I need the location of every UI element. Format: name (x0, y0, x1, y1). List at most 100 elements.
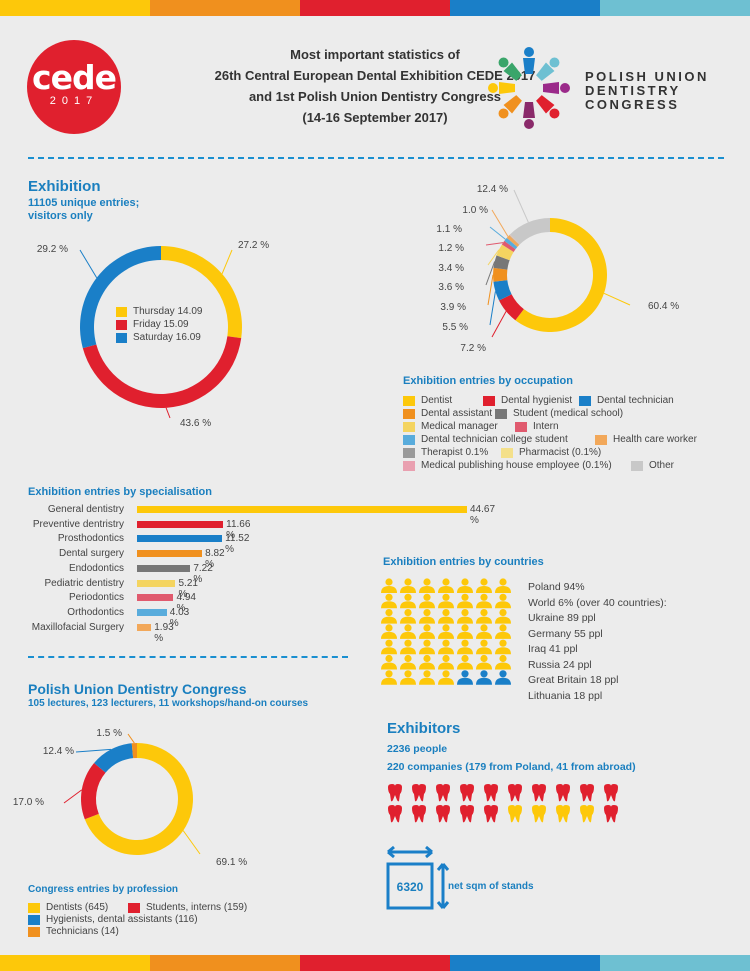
congress-legend-title: Congress entries by profession (28, 884, 179, 895)
person-icon (495, 593, 511, 609)
pudc-logo-icon (488, 47, 570, 129)
person-icon (495, 639, 511, 655)
pudc-text-line: DENTISTRY (585, 83, 681, 98)
visitors-by-day-donut: 27.2 % 43.6 % 29.2 % (37, 240, 269, 429)
person-icon (419, 593, 435, 609)
leader-line (489, 226, 506, 240)
logo-figure (498, 95, 522, 119)
tooth-icon (412, 805, 426, 823)
donut-slice (82, 336, 242, 409)
exhibition-title: Exhibition (28, 178, 101, 195)
person-icon (457, 639, 473, 655)
legend-label: Saturday 16.09 (133, 332, 201, 343)
bar (137, 594, 174, 602)
tooth-icon (388, 805, 402, 823)
legend-swatch (403, 421, 415, 432)
person-icon (476, 639, 492, 655)
bar-category-label: Prosthodontics (57, 533, 124, 545)
tooth-icon (508, 805, 522, 823)
tooth-icon (532, 805, 546, 823)
person-icon (419, 609, 435, 624)
bar-category-label: General dentistry (47, 504, 124, 515)
legend-label: Student (medical school) (513, 408, 624, 419)
stands-box (386, 862, 434, 910)
exhibition-subtitle: 11105 unique entries; visitors only (28, 197, 139, 223)
person-icon (438, 578, 454, 593)
bar (137, 608, 167, 616)
tooth-icon (484, 784, 498, 802)
bar (137, 623, 152, 631)
countries-title: Exhibition entries by countries (383, 556, 544, 568)
slice-value-label: 27.2 % (238, 240, 269, 251)
person-icon (476, 654, 492, 670)
person-icon (400, 624, 416, 639)
legend-item: Friday 15.09 (116, 319, 203, 330)
slice-value-label: 29.2 % (37, 244, 68, 255)
bar-category-label: Orthodontics (67, 606, 124, 618)
donut-slice (509, 234, 520, 245)
tooth-icon (580, 805, 594, 823)
leader-line (182, 830, 201, 855)
leader-line (603, 292, 631, 306)
legend-label: Hygienists, dental assistants (116) (46, 914, 198, 925)
person-icon (495, 609, 511, 624)
logo-figure (523, 102, 535, 129)
legend-item: Dental assistant (403, 407, 495, 420)
specialisation-title: Exhibition entries by specialisation (28, 486, 212, 498)
legend-label: Therapist 0.1% (421, 447, 489, 458)
legend-label: Other (649, 460, 675, 471)
donut-slice (509, 234, 520, 245)
person-icon (400, 593, 416, 609)
person-icon (381, 578, 397, 593)
legend-item: Pharmacist (0.1%) (501, 446, 601, 459)
legend-label: Dentist (421, 395, 453, 406)
person-icon (476, 578, 492, 593)
tooth-icon (532, 784, 546, 802)
legend-item: Medical manager (403, 420, 515, 433)
person-icon (476, 624, 492, 639)
country-line: Poland 94% (528, 581, 585, 593)
stripe-segment (300, 955, 450, 971)
bar-value-label: 4.03 % (169, 606, 190, 629)
donut-slice (131, 743, 137, 759)
cede-logo-word: cede (32, 58, 117, 97)
legend-item: Intern (515, 420, 559, 433)
tooth-icon (388, 784, 402, 802)
legend-item: Student (medical school) (495, 407, 623, 420)
slice-value-label: 69.1 % (216, 857, 247, 868)
legend-swatch (595, 434, 607, 445)
donut-slice (509, 234, 520, 245)
person-icon (457, 624, 473, 639)
legend-swatch (128, 902, 140, 913)
title-line: 26th Central European Dental Exhibition … (214, 68, 536, 83)
tooth-icon (460, 805, 474, 823)
person-icon (381, 639, 397, 655)
slice-value-label: 1.1 % (436, 224, 462, 235)
bar-category-label: Maxillofacial Surgery (31, 621, 124, 633)
tooth-icon (460, 784, 474, 802)
stripe-segment (0, 0, 150, 16)
person-icon (438, 639, 454, 655)
tooth-icon (436, 805, 450, 823)
divider (28, 656, 348, 658)
person-icon (400, 609, 416, 624)
tooth-icon (484, 805, 498, 823)
legend-swatch (495, 408, 507, 419)
donut-slice (506, 235, 520, 247)
person-icon (438, 654, 454, 670)
legend-swatch (403, 460, 415, 471)
legend-swatch (483, 395, 495, 406)
congress-donut: 69.1 % 17.0 % 12.4 % 1.5 % (13, 728, 247, 868)
donut-slice (79, 246, 161, 349)
legend-swatch (501, 447, 513, 458)
bar-value-label: 11.66 % (226, 518, 251, 541)
bar-category-label: Periodontics (68, 592, 124, 604)
person-icon (400, 639, 416, 655)
legend-item: Dental hygienist (483, 394, 579, 407)
legend-item: Technicians (14) (28, 926, 358, 937)
width-arrow (387, 845, 433, 859)
cede-logo-year: 2017 (49, 95, 99, 107)
legend-swatch (28, 914, 40, 925)
stripe-segment (150, 955, 300, 971)
countries-people-grid (381, 578, 511, 685)
